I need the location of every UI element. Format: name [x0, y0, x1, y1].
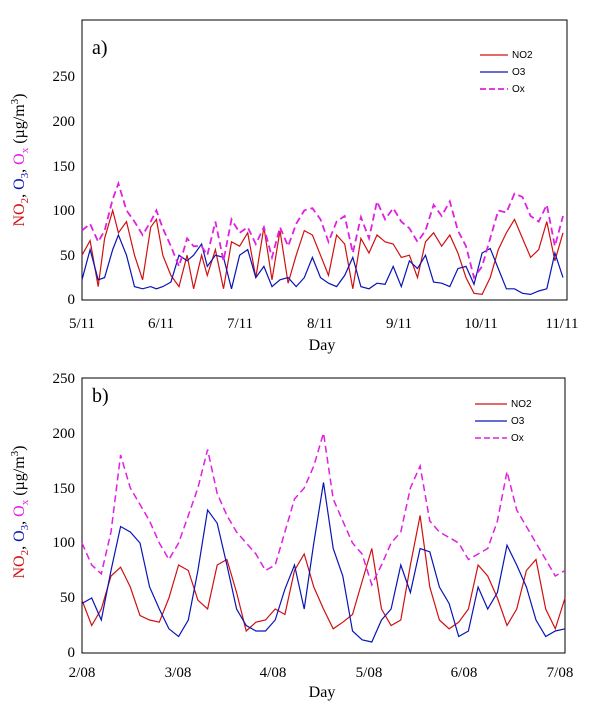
y-axis-title-o3-sub-a: 3: [19, 172, 31, 178]
y-axis-title-no2-sub-b: 2: [19, 550, 31, 556]
y-axis-title-unit-sup-a: 3: [9, 98, 21, 104]
y-axis-title-unit-b: (µg/m: [11, 456, 28, 500]
x-tick-label: 6/11: [148, 316, 174, 332]
y-axis-title-a: NO2, O3, Ox (µg/m3): [9, 94, 31, 227]
y-axis-title-o3-a: O: [11, 178, 28, 190]
x-tick-label: 4/08: [260, 665, 287, 681]
y-axis-title-no2-sub-a: 2: [19, 198, 31, 204]
x-tick-label: 10/11: [464, 316, 498, 332]
y-axis-title-ox-sub-b: x: [19, 499, 31, 505]
series-ox-a: [81, 180, 564, 280]
svg-text:NO2, O3, Ox (µg/m3): NO2, O3, Ox (µg/m3): [9, 446, 31, 579]
legend-a: NO2 O3 Ox: [480, 50, 533, 95]
x-tick-label: 3/08: [165, 665, 192, 681]
panel-label-b: b): [92, 385, 109, 407]
y-axis-title-b: NO2, O3, Ox (µg/m3): [9, 446, 31, 579]
legend-label-no2-a: NO2: [512, 50, 533, 61]
y-axis-title-ox-a: O: [11, 153, 28, 165]
y-axis-title-ox-b: O: [11, 505, 28, 517]
chart-panel-a: NO2, O3, Ox (µg/m3) 0 50 100 150 200 250…: [9, 19, 579, 354]
series-o3-b: [81, 482, 566, 643]
y-axis-title-unit-sup-b: 3: [9, 450, 21, 456]
legend-label-ox-a: Ox: [512, 84, 525, 95]
y-tick-label: 200: [53, 426, 76, 442]
legend-label-o3-b: O3: [511, 416, 525, 427]
x-axis-title-b: Day: [309, 684, 336, 701]
y-tick-label: 100: [53, 535, 76, 551]
y-axis-title-no2-b: NO: [11, 555, 28, 578]
svg-text:NO2, O3, Ox (µg/m3): NO2, O3, Ox (µg/m3): [9, 94, 31, 227]
x-tick-label: 7/11: [227, 316, 253, 332]
chart-panel-b: NO2, O3, Ox (µg/m3) 0 50 100 150 200 250…: [9, 371, 573, 701]
x-tick-label: 5/11: [69, 316, 95, 332]
y-tick-label: 100: [53, 203, 76, 219]
y-axis-title-unit-a: (µg/m: [11, 104, 28, 148]
series-group-b: [81, 432, 566, 643]
x-tick-label: 5/08: [356, 665, 383, 681]
y-axis-title-ox-sub-a: x: [19, 147, 31, 153]
series-o3-a: [81, 233, 564, 296]
y-tick-label: 250: [53, 69, 76, 85]
y-tick-labels-a: 0 50 100 150 200 250: [53, 69, 76, 308]
y-tick-labels-b: 0 50 100 150 200 250: [53, 371, 76, 661]
x-tick-label: 9/11: [386, 316, 412, 332]
y-tick-label: 50: [60, 248, 75, 264]
y-tick-label: 250: [53, 371, 76, 387]
y-tick-label: 50: [60, 590, 75, 606]
y-axis-title-sep2-a: ,: [11, 165, 28, 173]
y-axis-title-close-a: ): [11, 94, 28, 99]
panel-label-a: a): [92, 37, 108, 59]
plot-area-a: [81, 19, 568, 301]
series-no2-b: [81, 515, 566, 633]
series-group-a: [81, 180, 564, 296]
plot-area-b: [81, 377, 566, 654]
x-tick-label: 6/08: [451, 665, 478, 681]
y-axis-title-no2-a: NO: [11, 203, 28, 226]
x-tick-labels-a: 5/11 6/11 7/11 8/11 9/11 10/11 11/11: [69, 316, 579, 332]
series-ox-b: [81, 432, 566, 587]
y-tick-label: 0: [68, 292, 76, 308]
x-tick-label: 7/08: [547, 665, 574, 681]
y-axis-title-sep1-a: ,: [11, 190, 28, 198]
x-tick-label: 8/11: [307, 316, 333, 332]
y-tick-label: 150: [53, 159, 76, 175]
y-axis-title-sep1-b: ,: [11, 542, 28, 550]
x-tick-label: 11/11: [545, 316, 578, 332]
x-tick-label: 2/08: [69, 665, 96, 681]
y-axis-title-o3-b: O: [11, 530, 28, 542]
y-tick-label: 150: [53, 481, 76, 497]
series-no2-a: [81, 208, 564, 296]
legend-label-ox-b: Ox: [511, 433, 524, 444]
y-axis-title-sep2-b: ,: [11, 517, 28, 525]
legend-label-o3-a: O3: [512, 67, 526, 78]
y-tick-label: 200: [53, 114, 76, 130]
x-tick-labels-b: 2/08 3/08 4/08 5/08 6/08 7/08: [69, 665, 574, 681]
y-axis-title-o3-sub-b: 3: [19, 524, 31, 530]
y-axis-title-close-b: ): [11, 446, 28, 451]
legend-label-no2-b: NO2: [511, 399, 532, 410]
x-axis-title-a: Day: [309, 337, 336, 354]
y-tick-label: 0: [68, 645, 76, 661]
legend-b: NO2 O3 Ox: [475, 399, 532, 444]
